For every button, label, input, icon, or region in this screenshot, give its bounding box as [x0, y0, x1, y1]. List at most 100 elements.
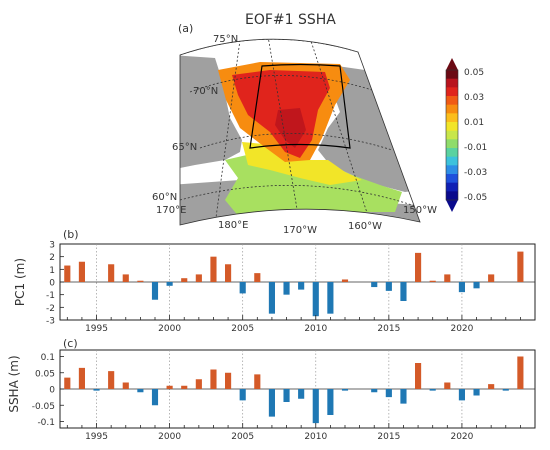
x-tick-label: 2010	[304, 324, 327, 334]
lat-label-65n: 65°N	[172, 142, 197, 153]
y-tick-label: 1	[49, 266, 55, 276]
bar-2009	[298, 389, 305, 399]
lon-label-150w: 150°W	[403, 205, 437, 216]
pc1-y-axis-label: PC1 (m)	[13, 258, 27, 306]
bar-2015	[385, 389, 392, 398]
colorbar-segment	[446, 87, 458, 97]
y-tick-label: 0	[49, 386, 55, 396]
bar-2007	[268, 282, 275, 314]
bar-2011	[327, 389, 334, 415]
bar-2002	[195, 274, 202, 282]
bar-1994	[78, 261, 85, 282]
colorbar-segment	[446, 96, 458, 106]
colorbar-tick-label: -0.03	[464, 168, 487, 178]
lat-label-75n: 75°N	[213, 34, 238, 45]
bar-2024	[517, 356, 524, 389]
colorbar-segment	[446, 78, 458, 88]
x-tick-label: 2015	[377, 432, 400, 442]
ssha-panel-label: (c)	[63, 337, 78, 350]
study-region-box	[249, 63, 351, 149]
bar-2019	[444, 274, 451, 282]
y-tick-label: -0.1	[37, 418, 55, 428]
bar-2015	[385, 282, 392, 291]
bar-2005	[239, 282, 246, 294]
colorbar-tick-label: -0.05	[464, 193, 487, 203]
colorbar-segment	[446, 130, 458, 140]
x-tick-label: 1995	[85, 324, 108, 334]
x-tick-label: 2015	[377, 324, 400, 334]
lon-label-160w: 160°W	[348, 221, 382, 232]
lon-label-170w: 170°W	[283, 225, 317, 236]
bar-2019	[444, 382, 451, 389]
colorbar-segment	[446, 191, 458, 201]
bar-1997	[122, 382, 129, 389]
bar-2008	[283, 389, 290, 402]
x-tick-label: 2010	[304, 432, 327, 442]
lon-label-170e: 170°E	[156, 205, 186, 216]
map-frame	[179, 38, 421, 226]
colorbar-tick-label: 0.01	[464, 118, 484, 128]
bar-1995	[93, 389, 100, 391]
colorbar-segment	[446, 104, 458, 114]
colorbar-bottom-arrow	[446, 200, 458, 212]
bar-2012	[341, 279, 349, 282]
colorbar-segment	[446, 156, 458, 166]
bar-2006	[254, 273, 261, 282]
ssha-y-axis-label: SSHA (m)	[7, 355, 21, 412]
colorbar-tick-label: -0.01	[464, 143, 487, 153]
map-panel: (a) EOF#1 SSHA	[152, 12, 487, 236]
bar-2022	[488, 384, 495, 389]
bar-1999	[151, 282, 159, 300]
bar-2010	[312, 282, 319, 317]
ssha-chart: (c) SSHA (m) 0.1 0.05 0 -0.05 -0.1 1995 2000 20…	[7, 337, 536, 442]
bar-1998	[137, 389, 144, 393]
colorbar-frame	[445, 69, 459, 201]
colorbar-segment	[446, 113, 458, 123]
colorbar-segment	[446, 122, 458, 132]
bar-2020	[458, 389, 465, 401]
x-tick-label: 2000	[158, 432, 181, 442]
bar-2014	[371, 282, 378, 288]
y-tick-label: 0.1	[41, 353, 55, 363]
y-tick-label: 2	[49, 253, 55, 263]
colorbar-segment	[446, 165, 458, 175]
bar-2000	[166, 282, 173, 286]
colorbar-tick-label: 0.05	[464, 68, 484, 78]
lon-label-180e: 180°E	[218, 220, 248, 231]
bar-2001	[181, 385, 188, 389]
ssha-weak-zone	[242, 142, 362, 185]
bar-2014	[371, 389, 378, 393]
y-tick-label: -3	[46, 317, 55, 327]
bar-2000	[166, 385, 173, 389]
y-tick-label: -0.05	[32, 402, 55, 412]
bar-2018	[429, 280, 436, 282]
colorbar-top-arrow	[446, 58, 458, 70]
bar-1996	[108, 264, 115, 282]
pc1-panel-label: (b)	[63, 228, 79, 241]
bar-1997	[122, 274, 129, 282]
x-tick-label: 2005	[231, 324, 254, 334]
colorbar-segment	[446, 70, 458, 80]
bar-2010	[312, 389, 319, 424]
bar-2001	[181, 278, 188, 282]
bar-2006	[254, 374, 261, 389]
bar-2017	[415, 363, 422, 389]
bar-2018	[429, 389, 436, 391]
x-tick-label: 2000	[158, 324, 181, 334]
bar-1999	[151, 389, 159, 406]
bar-2003	[210, 256, 217, 282]
bar-2011	[327, 282, 334, 314]
bar-2023	[502, 389, 509, 391]
bar-1993	[64, 377, 71, 389]
map-field	[180, 39, 420, 225]
bar-2002	[195, 379, 202, 389]
x-tick-label: 2005	[231, 432, 254, 442]
bar-2007	[268, 389, 275, 417]
bar-1993	[64, 265, 71, 282]
y-tick-label: -2	[46, 304, 55, 314]
ssha-core	[275, 108, 306, 148]
bar-2016	[400, 282, 407, 301]
x-tick-label: 1995	[85, 432, 108, 442]
